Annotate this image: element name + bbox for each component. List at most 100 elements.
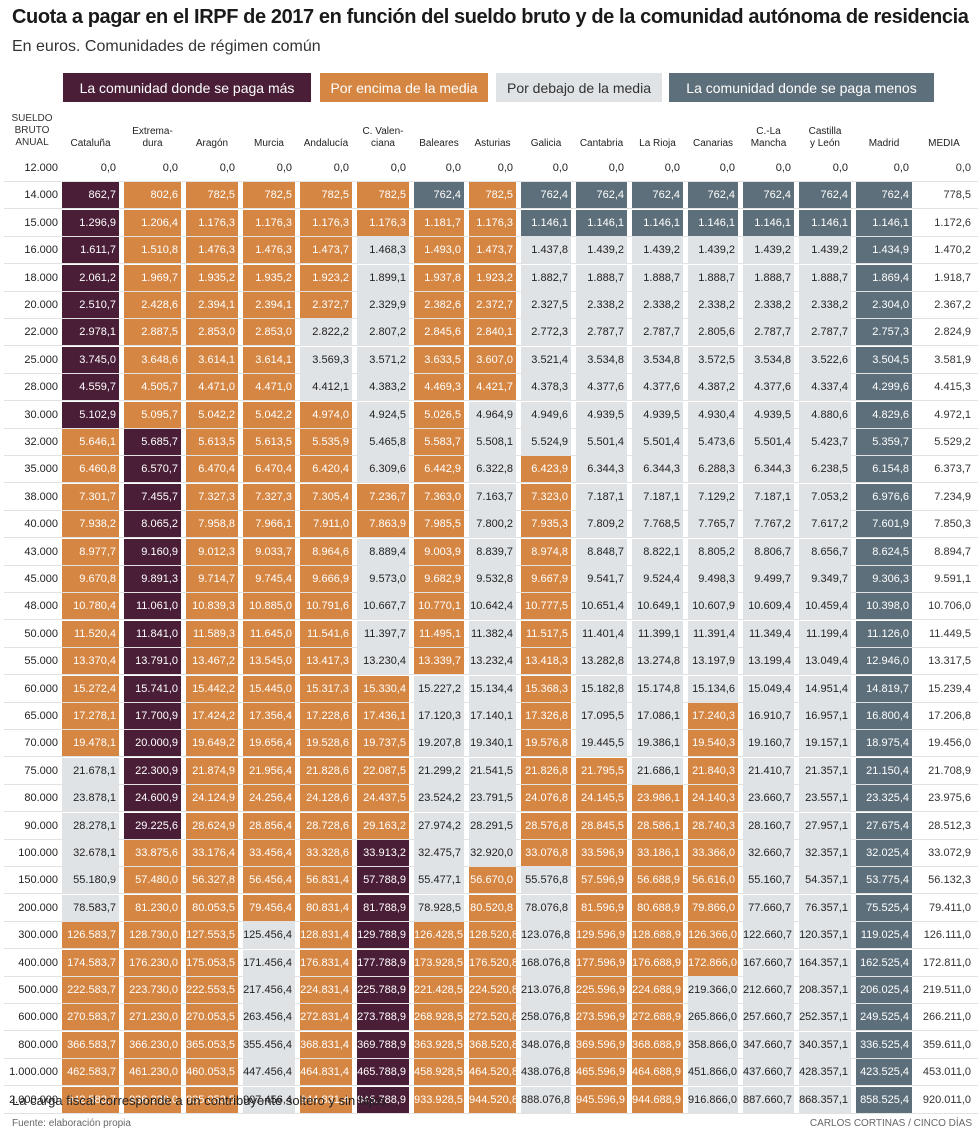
table-cell: 8.964,6 — [300, 538, 352, 565]
table-cell: 27.974,2 — [414, 812, 464, 839]
average-cell: 33.072,9 — [914, 840, 974, 866]
table-cell: 17.278,1 — [62, 703, 119, 729]
table-cell: 2.840,1 — [469, 319, 516, 346]
column-header: C.-La Mancha — [743, 126, 794, 150]
table-cell: 1.439,2 — [632, 237, 683, 264]
table-cell: 2.887,5 — [124, 319, 181, 346]
table-cell: 1.146,1 — [856, 209, 912, 236]
table-cell: 225.788,9 — [357, 977, 409, 1003]
table-cell: 868.357,1 — [799, 1086, 851, 1113]
column-header: C. Valen-ciana — [357, 126, 409, 150]
table-cell: 3.522,6 — [799, 346, 851, 373]
table-cell: 56.456,4 — [243, 867, 295, 894]
salary-label: 600.000 — [18, 1011, 58, 1024]
table-cell: 1.935,2 — [186, 264, 238, 291]
table-cell: 10.651,4 — [576, 593, 627, 620]
column-header-line: Cantabria — [579, 138, 624, 149]
row-divider — [4, 263, 978, 265]
salary-label: 90.000 — [24, 819, 58, 832]
table-cell: 126.428,5 — [414, 922, 464, 949]
table-cell: 2.787,7 — [799, 319, 851, 346]
legend-above-average: Por encima de la media — [320, 73, 488, 102]
table-cell: 208.357,1 — [799, 977, 851, 1003]
table-cell: 368.520,8 — [469, 1031, 518, 1058]
table-cell: 348.076,8 — [521, 1031, 571, 1058]
table-cell: 56.616,0 — [688, 867, 738, 894]
table-cell: 5.473,6 — [688, 429, 738, 455]
salary-label: 30.000 — [24, 408, 58, 421]
column-header-text: Cantabria — [580, 138, 623, 150]
table-cell: 762,4 — [632, 182, 683, 209]
table-cell: 223.730,0 — [124, 977, 181, 1003]
salary-label: 100.000 — [18, 847, 58, 859]
table-cell: 57.788,9 — [357, 867, 409, 894]
column-header-text: Asturias — [474, 138, 510, 150]
table-cell: 366.230,0 — [124, 1031, 181, 1058]
salary-label: 14.000 — [24, 189, 58, 202]
table-cell: 7.305,4 — [300, 483, 352, 510]
table-cell: 11.199,4 — [799, 620, 851, 647]
table-cell: 1.510,8 — [124, 237, 181, 264]
table-cell: 11.382,4 — [469, 620, 516, 647]
table-cell: 15.049,4 — [743, 675, 794, 702]
table-cell: 22.087,5 — [357, 757, 409, 784]
table-cell: 16.800,4 — [856, 703, 912, 729]
table-cell: 2.787,7 — [743, 319, 794, 346]
row-header-label: SUELDO BRUTO ANUAL — [4, 113, 60, 149]
table-cell: 366.583,7 — [62, 1031, 119, 1058]
salary-label: 80.000 — [24, 792, 58, 805]
table-cell: 23.325,4 — [856, 785, 912, 812]
table-cell: 28.856,4 — [243, 812, 295, 839]
table-cell: 14.819,7 — [856, 675, 912, 702]
table-cell: 464.831,4 — [300, 1059, 352, 1086]
table-cell: 176.520,8 — [469, 949, 518, 976]
table-cell: 5.508,1 — [469, 429, 516, 455]
table-cell: 4.505,7 — [124, 374, 181, 401]
table-cell: 76.357,1 — [799, 894, 851, 921]
table-cell: 128.831,4 — [300, 922, 352, 949]
column-header: Andalucía — [300, 138, 352, 150]
table-cell: 11.841,0 — [124, 620, 181, 647]
table-cell: 6.460,8 — [62, 456, 119, 483]
table-cell: 2.338,2 — [632, 292, 683, 318]
salary-label: 300.000 — [18, 929, 58, 942]
table-cell: 9.667,9 — [521, 566, 571, 592]
table-cell: 935.053,5 — [186, 1086, 238, 1113]
column-header-line: Castilla — [808, 126, 842, 137]
table-cell: 21.795,5 — [576, 757, 627, 784]
table-cell: 17.436,1 — [357, 703, 409, 729]
table-cell: 7.863,9 — [357, 511, 409, 538]
table-cell: 464.520,8 — [469, 1059, 518, 1086]
table-cell: 3.607,0 — [469, 346, 516, 373]
salary-label: 45.000 — [24, 573, 58, 585]
table-cell: 28.845,5 — [576, 812, 627, 839]
table-cell: 127.553,5 — [186, 922, 238, 949]
table-cell: 4.930,4 — [688, 401, 738, 428]
salary-label: 500.000 — [18, 984, 58, 996]
table-cell: 2.805,6 — [688, 319, 738, 346]
table-cell: 762,4 — [414, 182, 464, 209]
table-cell: 1.473,7 — [469, 237, 516, 264]
average-cell: 21.708,9 — [914, 757, 974, 784]
table-cell: 336.525,4 — [856, 1031, 912, 1058]
table-cell: 23.524,2 — [414, 785, 464, 812]
table-cell: 8.889,4 — [357, 538, 409, 565]
table-cell: 33.328,6 — [300, 840, 352, 866]
table-cell: 24.076,8 — [521, 785, 571, 812]
table-cell: 6.470,4 — [243, 456, 295, 483]
salary-label: 75.000 — [24, 764, 58, 777]
table-cell: 11.541,6 — [300, 620, 352, 647]
table-cell: 9.524,4 — [632, 566, 683, 592]
salary-label: 48.000 — [24, 600, 58, 613]
column-header-text: Extrema-dura — [132, 126, 173, 150]
table-cell: 9.499,7 — [743, 566, 794, 592]
table-cell: 1.439,2 — [576, 237, 627, 264]
table-cell: 29.163,2 — [357, 812, 409, 839]
row-divider — [4, 783, 978, 785]
average-cell: 10.706,0 — [914, 593, 974, 620]
table-cell: 21.357,1 — [799, 757, 851, 784]
table-cell: 464.688,9 — [632, 1059, 683, 1086]
table-cell: 7.187,1 — [632, 483, 683, 510]
table-cell: 1.611,7 — [62, 237, 119, 264]
table-cell: 0,0 — [469, 155, 516, 181]
